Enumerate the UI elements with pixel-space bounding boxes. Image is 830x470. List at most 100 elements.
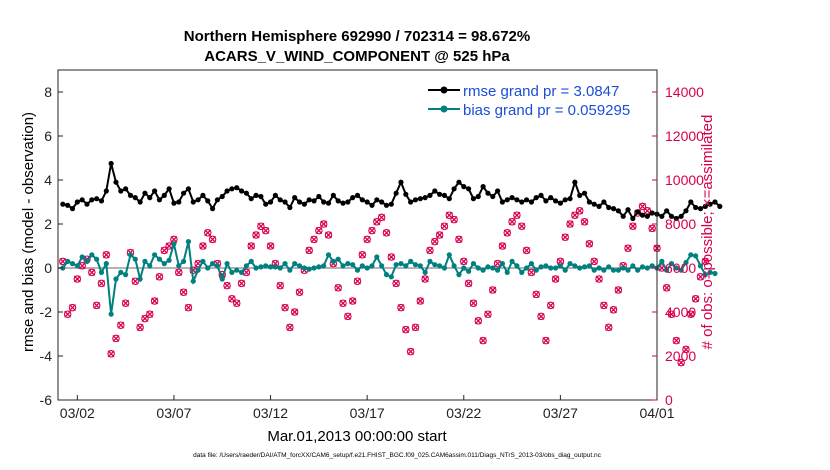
left-tick-label: 4 [44, 172, 52, 188]
obs-possible-marker [435, 231, 444, 239]
bias-point [446, 252, 452, 258]
rmse-point [644, 213, 650, 219]
obs-assimilated-marker [668, 310, 675, 318]
bias-point [490, 265, 496, 271]
obs-possible-marker [112, 334, 120, 343]
obs-possible-marker [677, 358, 685, 367]
obs-possible-marker [498, 242, 507, 250]
obs-possible-marker [571, 211, 579, 219]
bias-point [635, 267, 641, 273]
rmse-point [301, 201, 307, 207]
bias-point [528, 261, 535, 267]
bias-point [200, 258, 206, 264]
rmse-point [528, 199, 535, 205]
rmse-point [292, 195, 298, 201]
bias-point [272, 264, 278, 270]
obs-assimilated-marker [146, 310, 154, 318]
rmse-point [147, 195, 153, 201]
obs-assimilated-marker [648, 224, 656, 232]
obs-assimilated-marker [262, 227, 270, 235]
bias-point [615, 267, 621, 273]
right-tick-label: 2000 [665, 348, 696, 364]
obs-possible-marker [295, 288, 304, 296]
obs-possible-marker [310, 235, 318, 244]
left-tick-label: -2 [40, 304, 53, 320]
rmse-point [60, 201, 66, 207]
rmse-point [65, 202, 71, 208]
rmse-point [311, 198, 317, 204]
obs-assimilated-marker [397, 304, 405, 312]
bias-point [152, 252, 158, 258]
rmse-point [243, 190, 249, 196]
obs-possible-marker [585, 240, 594, 248]
obs-assimilated-marker [585, 240, 593, 248]
bias-point [432, 262, 438, 268]
rmse-point [190, 199, 196, 205]
y-axis-label-left: rmse and bias (model - observation) [20, 112, 37, 352]
rmse-point [693, 204, 699, 211]
rmse-point [195, 197, 201, 203]
bias-point [335, 256, 341, 262]
rmse-point [354, 192, 361, 198]
rmse-point [586, 199, 592, 205]
obs-assimilated-marker [233, 299, 241, 307]
bias-point [422, 269, 428, 275]
bias-point [625, 267, 631, 273]
obs-possible-marker [73, 275, 82, 283]
rmse-point [456, 179, 462, 185]
obs-possible-marker [687, 310, 695, 318]
rmse-point [494, 188, 501, 194]
obs-assimilated-marker [320, 220, 328, 228]
bias-point [499, 261, 506, 267]
rmse-point [79, 197, 85, 203]
obs-possible-marker [600, 301, 608, 310]
bias-point [441, 265, 448, 271]
rmse-point [688, 199, 694, 205]
obs-assimilated-marker [624, 244, 632, 252]
rmse-point [379, 199, 385, 205]
left-axis-ticks: 8 6 4 2 0 -2 -4 -6 [40, 84, 63, 408]
bias-point [137, 276, 143, 282]
legend: rmse grand pr = 3.0847 bias grand pr = 0… [428, 83, 630, 119]
obs-assimilated-marker [523, 246, 531, 254]
obs-assimilated-marker [402, 326, 410, 334]
obs-possible-marker [68, 303, 77, 312]
rmse-point [383, 202, 390, 208]
bias-point [475, 265, 481, 271]
rmse-point [113, 179, 119, 185]
obs-possible-marker [305, 246, 313, 255]
obs-possible-marker [532, 290, 540, 299]
obs-assimilated-marker [281, 304, 289, 312]
bias-point [683, 259, 689, 266]
obs-assimilated-marker [325, 231, 332, 239]
bias-point [572, 263, 578, 269]
right-tick-label: 4000 [665, 304, 696, 320]
obs-assimilated-marker [537, 312, 545, 320]
rmse-point [152, 188, 158, 194]
rmse-point [538, 192, 544, 198]
rmse-point [156, 197, 163, 203]
obs-possible-marker [402, 325, 410, 334]
rmse-point [118, 188, 124, 194]
bias-point [581, 264, 588, 270]
obs-possible-marker [319, 220, 328, 228]
obs-assimilated-marker [112, 334, 120, 342]
obs-possible-marker [150, 297, 159, 305]
bias-point [485, 264, 491, 270]
obs-possible-marker [155, 273, 164, 281]
obs-assimilated-marker [392, 279, 400, 287]
obs-possible-marker [484, 310, 492, 318]
obs-possible-marker [397, 303, 405, 312]
obs-possible-marker [252, 231, 260, 239]
rmse-point [398, 179, 404, 185]
obs-assimilated-marker [358, 251, 366, 259]
bias-point [84, 258, 90, 264]
bias-point [403, 263, 409, 269]
bias-point [379, 263, 385, 269]
bias-point [408, 258, 414, 264]
bias-point [707, 269, 713, 275]
bias-point [79, 254, 85, 260]
obs-possible-marker [460, 257, 468, 266]
obs-possible-marker [508, 218, 516, 226]
rmse-point [630, 215, 636, 222]
